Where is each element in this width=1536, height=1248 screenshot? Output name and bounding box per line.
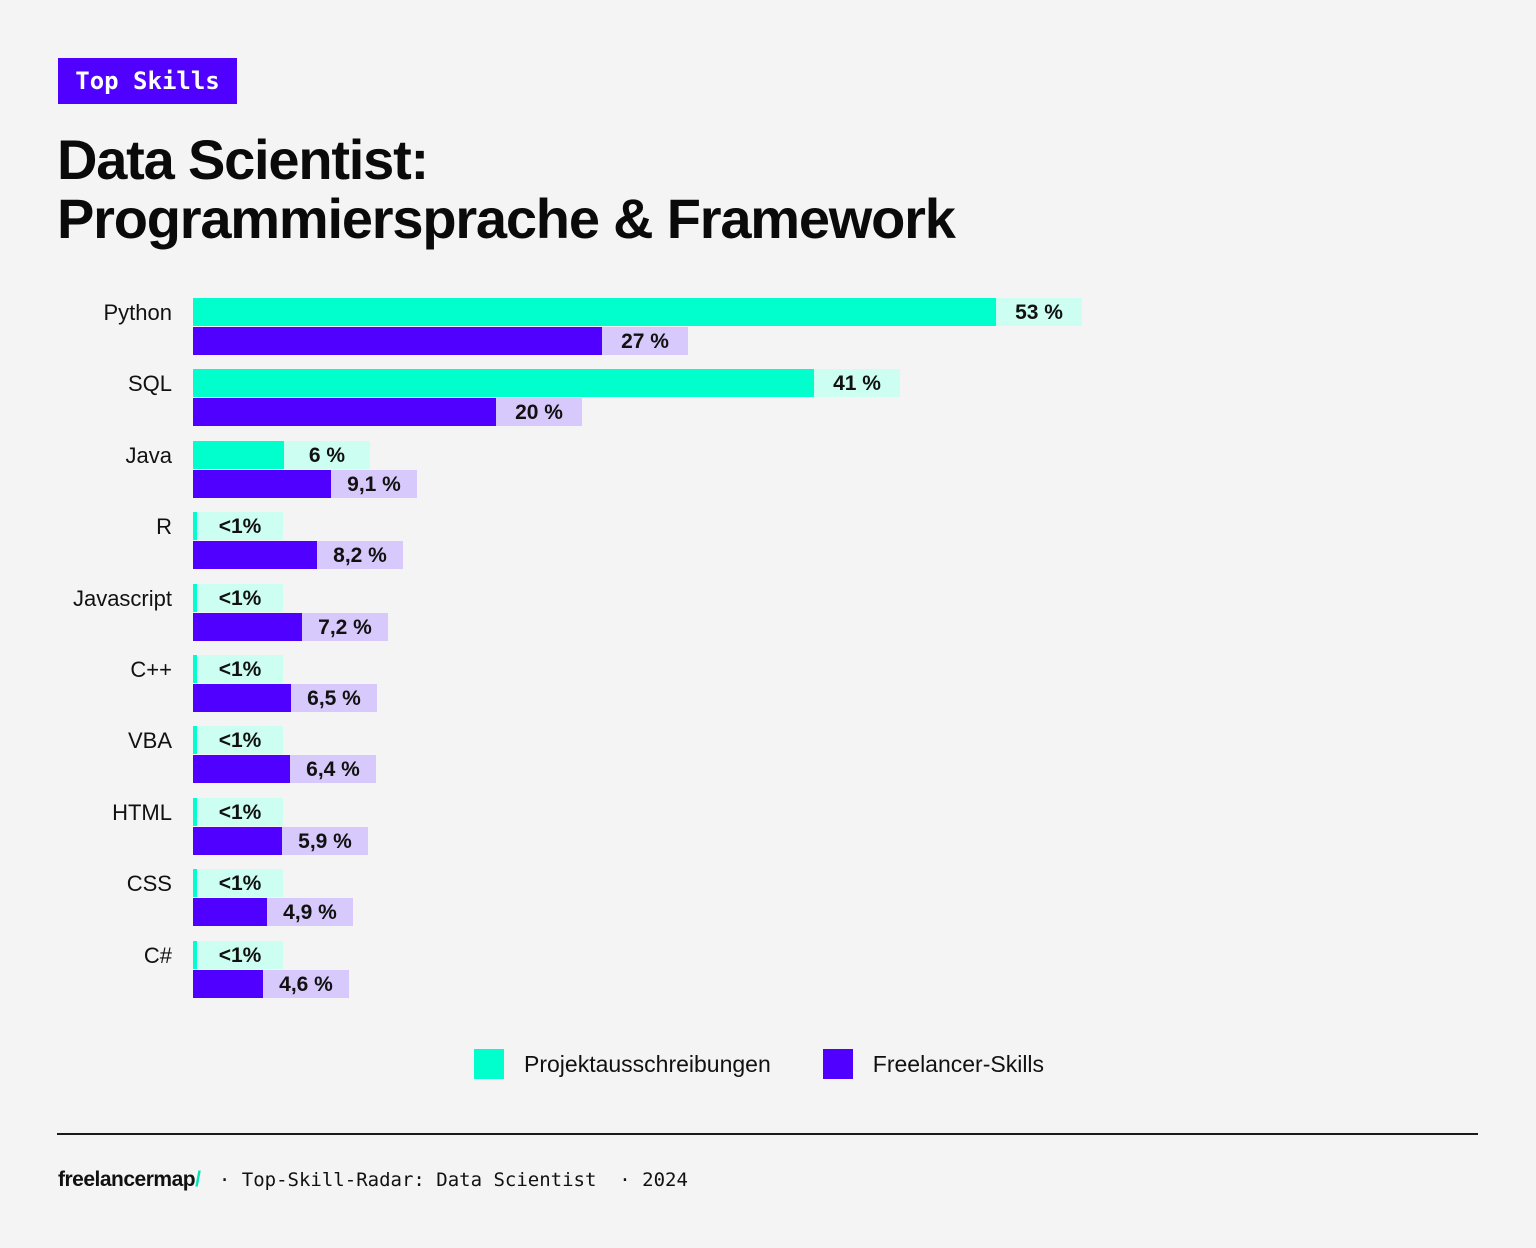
bar-value-label: <1% [197,655,283,683]
bar-value-label: <1% [197,941,283,969]
bar-value-label: 6,5 % [291,684,377,712]
bar-freelancer: 20 % [193,398,582,426]
footer: freelancermap / · Top-Skill-Radar: Data S… [58,1168,688,1192]
bar-value-label: 6 % [284,441,370,469]
logo-slash-icon: / [195,1168,201,1191]
legend-item-projekt: Projektausschreibungen [474,1049,771,1079]
chart-row: Javascript <1% 7,2 % [0,584,1536,642]
bar-freelancer: 4,6 % [193,970,349,998]
category-label: R [156,514,172,539]
chart-row: Java 6 % 9,1 % [0,441,1536,499]
chart-row: VBA <1% 6,4 % [0,726,1536,784]
chart-legend: Projektausschreibungen Freelancer-Skills [474,1049,1044,1079]
bar-value-label: 4,6 % [263,970,349,998]
bar-fill-projekt [193,798,197,826]
bar-projekt: 41 % [193,369,900,397]
bar-projekt: 6 % [193,441,370,469]
bar-projekt: <1% [193,869,283,897]
legend-item-freelancer: Freelancer-Skills [822,1049,1045,1079]
bar-fill-freelancer [193,541,317,569]
category-label: Java [125,443,172,468]
bar-fill-projekt [193,655,197,683]
legend-swatch-projekt [474,1049,504,1079]
page-title: Data Scientist: Programmiersprache & Fra… [57,128,956,250]
footer-caption: · Top-Skill-Radar: Data Scientist · 2024 [218,1169,688,1191]
bar-value-label: 27 % [602,327,688,355]
bar-value-label: 20 % [496,398,582,426]
legend-label-projekt: Projektausschreibungen [524,1050,771,1077]
bar-value-label: <1% [197,584,283,612]
legend-swatch-freelancer [822,1049,853,1079]
bar-projekt: <1% [193,798,283,826]
bar-projekt: 53 % [193,298,1082,326]
bar-value-label: 7,2 % [302,613,388,641]
bar-projekt: <1% [193,941,283,969]
chart-row: Python 53 % 27 % [0,298,1536,356]
bar-fill-freelancer [193,684,291,712]
bar-value-label: 5,9 % [282,827,368,855]
bar-projekt: <1% [193,655,283,683]
bar-fill-freelancer [193,470,331,498]
category-label: Javascript [72,586,172,611]
category-label: HTML [112,800,172,825]
bar-freelancer: 5,9 % [193,827,368,855]
bar-projekt: <1% [193,512,283,540]
bar-value-label: 41 % [814,369,900,397]
bar-freelancer: 6,4 % [193,755,376,783]
bar-fill-projekt [193,369,814,397]
bar-freelancer: 8,2 % [193,541,403,569]
legend-label-freelancer: Freelancer-Skills [872,1050,1045,1077]
bar-fill-projekt [193,298,996,326]
bar-freelancer: 4,9 % [193,898,353,926]
bar-value-label: 53 % [996,298,1082,326]
chart-row: C# <1% 4,6 % [0,941,1536,999]
bar-fill-freelancer [193,970,263,998]
chart-row: SQL 41 % 20 % [0,369,1536,427]
bar-fill-freelancer [193,827,282,855]
bar-chart: Python 53 % 27 % SQL 41 % 20 % Java 6 % 9,1 % R <1… [0,298,1536,999]
chart-row: HTML <1% 5,9 % [0,798,1536,856]
category-label: Python [103,300,173,325]
category-label: C# [143,943,172,968]
bar-fill-projekt [193,584,197,612]
chart-row: CSS <1% 4,9 % [0,869,1536,927]
bar-value-label: 8,2 % [317,541,403,569]
category-label: CSS [126,871,172,896]
bar-fill-freelancer [193,398,496,426]
bar-value-label: 4,9 % [267,898,353,926]
title-line-1: Data Scientist: [57,128,429,191]
bar-fill-projekt [193,869,197,897]
bar-fill-projekt [193,941,197,969]
bar-fill-freelancer [193,898,267,926]
bar-value-label: <1% [197,869,283,897]
bar-projekt: <1% [193,726,283,754]
chart-row: R <1% 8,2 % [0,512,1536,570]
chart-row: C++ <1% 6,5 % [0,655,1536,713]
top-skills-badge: Top Skills [58,58,237,104]
bar-value-label: <1% [197,798,283,826]
bar-projekt: <1% [193,584,283,612]
bar-fill-projekt [193,512,197,540]
bar-fill-freelancer [193,755,290,783]
bar-value-label: <1% [197,512,283,540]
bar-freelancer: 9,1 % [193,470,417,498]
bar-value-label: 6,4 % [290,755,376,783]
title-line-2: Programmiersprache & Framework [57,187,956,250]
bar-fill-freelancer [193,327,602,355]
bar-fill-projekt [193,726,197,754]
bar-freelancer: 27 % [193,327,688,355]
bar-value-label: <1% [197,726,283,754]
bar-fill-freelancer [193,613,302,641]
category-label: SQL [127,371,172,396]
category-label: VBA [127,728,172,753]
bar-fill-projekt [193,441,284,469]
footer-divider [57,1133,1478,1135]
bar-value-label: 9,1 % [331,470,417,498]
freelancermap-logo: freelancermap [58,1168,196,1191]
bar-freelancer: 6,5 % [193,684,377,712]
category-label: C++ [130,657,172,682]
bar-freelancer: 7,2 % [193,613,388,641]
